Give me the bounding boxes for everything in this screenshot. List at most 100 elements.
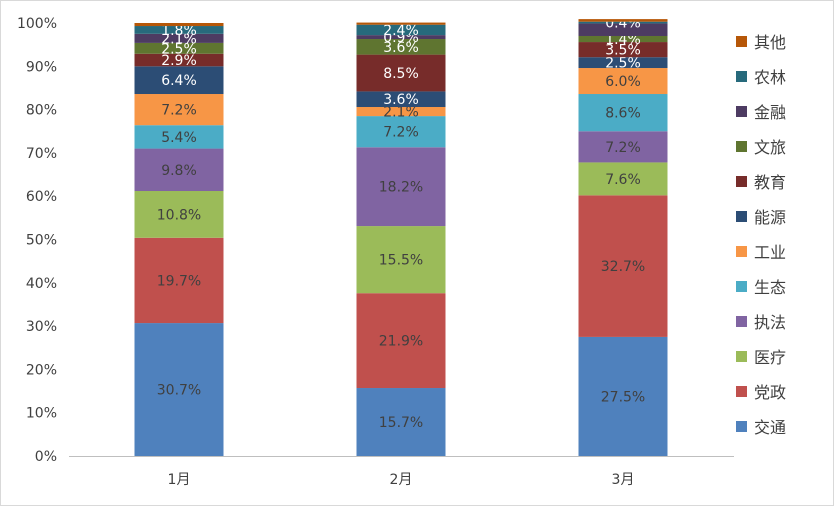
legend-label: 其他 xyxy=(754,33,786,52)
data-label: 30.7% xyxy=(157,383,201,399)
bar-segment xyxy=(134,94,224,126)
bar-segment xyxy=(356,24,446,36)
bar-segment xyxy=(578,23,668,36)
x-axis: 1月 2月 3月 xyxy=(69,456,734,488)
legend-swatch xyxy=(736,351,747,362)
bar-segment xyxy=(578,35,668,43)
data-label: 2.5% xyxy=(605,56,641,72)
x-tick-label: 3月 xyxy=(612,472,635,488)
bar-segment xyxy=(356,388,446,456)
legend-label: 医疗 xyxy=(754,348,786,367)
x-tick-label: 1月 xyxy=(168,472,191,488)
data-label: 18.2% xyxy=(379,180,423,196)
bar-segment xyxy=(578,162,668,196)
bar-segment xyxy=(134,237,224,324)
y-tick-label: 10% xyxy=(26,406,57,422)
data-label: 2.1% xyxy=(161,31,197,47)
data-label: 7.6% xyxy=(605,172,641,188)
data-label: 32.7% xyxy=(601,259,645,275)
data-label: 2.1% xyxy=(383,105,419,121)
data-label: 0.4% xyxy=(605,16,641,32)
legend-swatch xyxy=(736,176,747,187)
y-tick-label: 40% xyxy=(26,276,57,292)
bar-segment xyxy=(356,116,446,148)
bar-segment xyxy=(134,125,224,149)
y-axis-ticks: 0% 10% 20% 30% 40% 50% 60% 70% 80% 90% 100% xyxy=(17,16,57,465)
bar-segment xyxy=(134,23,224,27)
y-tick-label: 50% xyxy=(26,233,57,249)
bar-segment xyxy=(578,195,668,337)
bar-segment xyxy=(578,68,668,95)
bar-segment xyxy=(578,336,668,456)
data-label: 2.4% xyxy=(383,23,419,39)
data-label: 27.5% xyxy=(601,389,645,405)
legend-swatch xyxy=(736,141,747,152)
bars: 30.7%19.7%10.8%9.8%5.4%7.2%6.4%2.9%2.5%2… xyxy=(134,16,668,456)
legend-label: 工业 xyxy=(754,243,786,262)
data-label: 3.6% xyxy=(383,92,419,108)
data-label: 6.4% xyxy=(161,73,197,89)
bar-segment xyxy=(134,191,224,238)
legend-swatch xyxy=(736,36,747,47)
data-label: 21.9% xyxy=(379,334,423,350)
x-tick-label: 2月 xyxy=(390,472,413,488)
data-label: 7.2% xyxy=(383,125,419,141)
legend-swatch xyxy=(736,386,747,397)
bar-segment xyxy=(356,91,446,108)
legend-label: 金融 xyxy=(754,103,786,122)
data-label: 8.5% xyxy=(383,66,419,82)
data-label: 1.4% xyxy=(605,32,641,48)
y-tick-label: 80% xyxy=(26,103,57,119)
bar-segment xyxy=(134,148,224,192)
legend-label: 能源 xyxy=(754,208,786,227)
bar-segment xyxy=(578,94,668,132)
data-label: 1.8% xyxy=(161,23,197,39)
data-label: 7.2% xyxy=(161,103,197,119)
bar-segment xyxy=(134,53,224,67)
y-tick-label: 0% xyxy=(35,449,57,465)
bar-segment xyxy=(578,19,668,22)
bar-segment xyxy=(356,293,446,389)
bar-segment xyxy=(356,39,446,55)
data-label: 15.5% xyxy=(379,253,423,269)
bar-segment xyxy=(356,22,446,25)
data-label: 8.6% xyxy=(605,106,641,122)
y-tick-label: 100% xyxy=(17,16,57,32)
bar-segment xyxy=(578,21,668,24)
bar-segment xyxy=(134,33,224,43)
bar-segment xyxy=(578,131,668,163)
data-label: 19.7% xyxy=(157,273,201,289)
legend-swatch xyxy=(736,316,747,327)
data-label: 3.6% xyxy=(383,40,419,56)
legend-swatch xyxy=(736,211,747,222)
y-tick-label: 70% xyxy=(26,146,57,162)
legend-label: 执法 xyxy=(754,313,786,332)
data-label: 9.8% xyxy=(161,163,197,179)
bar-segment xyxy=(356,226,446,294)
data-label: 3.5% xyxy=(605,43,641,59)
legend-swatch xyxy=(736,421,747,432)
legend-label: 农林 xyxy=(754,68,786,87)
y-tick-label: 30% xyxy=(26,319,57,335)
legend-label: 教育 xyxy=(754,173,786,192)
legend-swatch xyxy=(736,106,747,117)
data-label: 2.9% xyxy=(161,53,197,69)
data-label: 5.4% xyxy=(161,130,197,146)
data-label: 7.2% xyxy=(605,140,641,156)
data-label: 10.8% xyxy=(157,207,201,223)
legend-swatch xyxy=(736,281,747,292)
bar-segment xyxy=(578,57,668,69)
legend-label: 文旅 xyxy=(754,138,786,157)
data-label: 2.5% xyxy=(161,41,197,57)
bar-segment xyxy=(134,66,224,95)
y-tick-label: 60% xyxy=(26,189,57,205)
y-tick-label: 90% xyxy=(26,59,57,75)
legend-label: 生态 xyxy=(754,278,786,297)
bar-segment xyxy=(134,42,224,54)
legend-swatch xyxy=(736,246,747,257)
data-label: 6.0% xyxy=(605,74,641,90)
legend-swatch xyxy=(736,71,747,82)
